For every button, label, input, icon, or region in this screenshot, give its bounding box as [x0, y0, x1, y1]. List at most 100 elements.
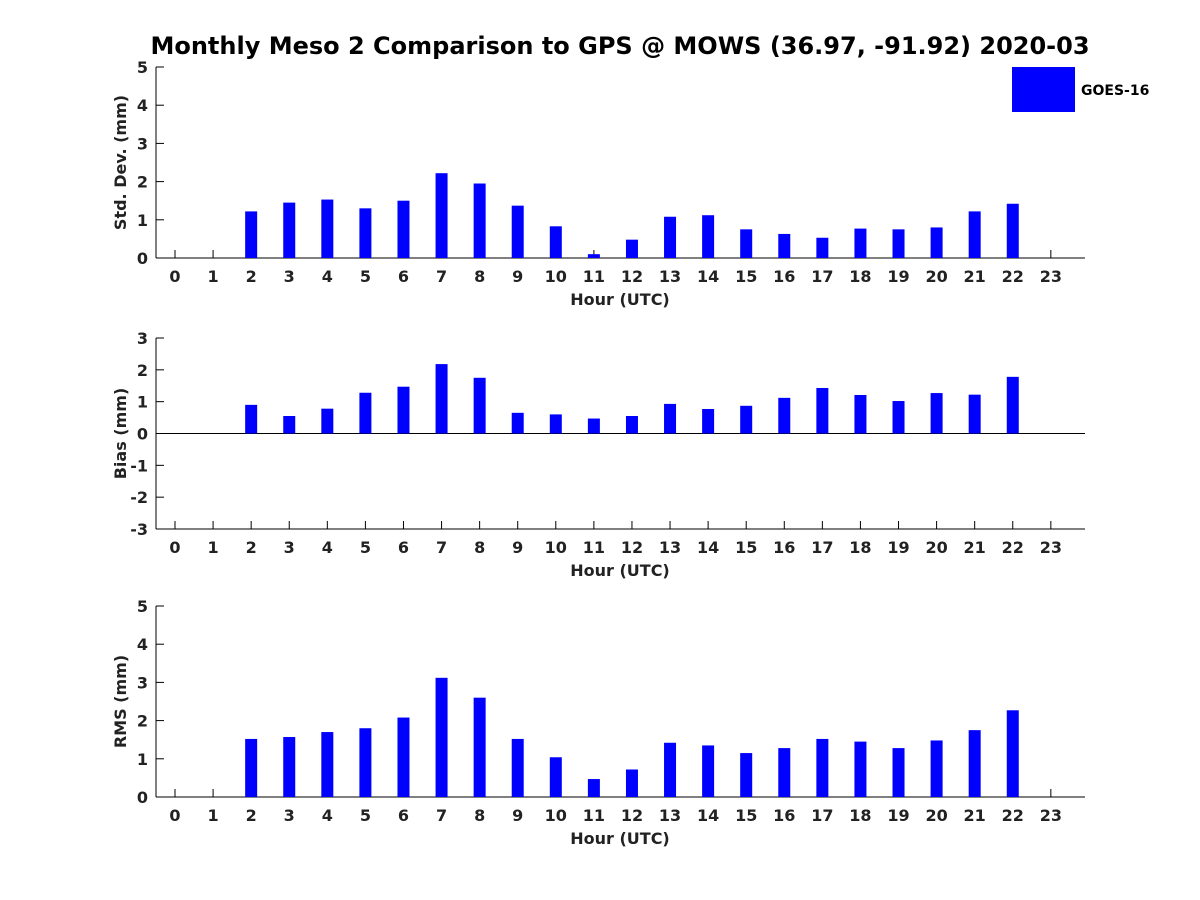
bar-hour-9: [511, 738, 524, 797]
x-tick-label: 8: [474, 806, 485, 825]
x-tick-label: 17: [811, 538, 833, 557]
x-tick-label: 11: [583, 267, 605, 286]
x-tick-label: 12: [621, 538, 643, 557]
legend-swatch: [1012, 67, 1075, 112]
bar-hour-9: [511, 205, 524, 258]
x-tick-label: 10: [545, 267, 567, 286]
x-tick-label: 23: [1040, 806, 1062, 825]
y-tick-label: -2: [130, 488, 148, 507]
y-tick-label: 0: [137, 249, 148, 268]
x-tick-label: 22: [1002, 538, 1024, 557]
x-tick-label: 2: [246, 538, 257, 557]
x-tick-label: 9: [512, 538, 523, 557]
bar-hour-4: [321, 199, 334, 258]
y-tick-label: 1: [137, 211, 148, 230]
bar-hour-5: [359, 728, 372, 797]
x-tick-label: 0: [169, 538, 180, 557]
bar-hour-7: [435, 173, 448, 258]
bar-hour-17: [816, 387, 829, 434]
bar-hour-8: [473, 697, 486, 797]
bar-hour-11: [587, 779, 600, 797]
y-tick-label: 4: [137, 96, 148, 115]
x-tick-label: 20: [925, 806, 947, 825]
y-tick-label: 4: [137, 635, 148, 654]
legend: GOES-16: [1012, 67, 1149, 112]
x-tick-label: 0: [169, 806, 180, 825]
x-tick-label: 23: [1040, 267, 1062, 286]
bar-hour-7: [435, 677, 448, 797]
bar-hour-10: [549, 226, 562, 258]
bar-hour-14: [702, 408, 715, 434]
x-tick-label: 14: [697, 806, 719, 825]
x-tick-label: 1: [208, 538, 219, 557]
bar-hour-11: [587, 418, 600, 434]
x-tick-label: 7: [436, 267, 447, 286]
x-tick-label: 16: [773, 806, 795, 825]
x-tick-label: 14: [697, 538, 719, 557]
bar-hour-8: [473, 183, 486, 258]
bar-hour-18: [854, 394, 867, 434]
bar-hour-7: [435, 364, 448, 434]
x-axis-label: Hour (UTC): [570, 829, 670, 848]
x-tick-label: 11: [583, 806, 605, 825]
y-tick-label: 3: [137, 673, 148, 692]
x-tick-label: 21: [964, 806, 986, 825]
bar-hour-10: [549, 414, 562, 434]
x-tick-label: 0: [169, 267, 180, 286]
chart-title: Monthly Meso 2 Comparison to GPS @ MOWS …: [150, 32, 1089, 60]
bar-hour-15: [740, 229, 753, 258]
bar-hour-17: [816, 738, 829, 797]
bar-hour-19: [892, 748, 905, 797]
bar-hour-11: [587, 254, 600, 258]
x-tick-label: 15: [735, 806, 757, 825]
x-tick-label: 3: [284, 806, 295, 825]
bar-hour-13: [664, 216, 677, 258]
x-tick-label: 21: [964, 267, 986, 286]
bar-hour-20: [930, 740, 943, 797]
bar-hour-20: [930, 227, 943, 258]
x-tick-label: 13: [659, 267, 681, 286]
bar-hour-3: [283, 415, 296, 434]
bar-hour-22: [1006, 203, 1019, 258]
y-tick-label: 2: [137, 361, 148, 380]
bar-hour-19: [892, 229, 905, 258]
y-tick-label: 2: [137, 712, 148, 731]
x-tick-label: 6: [398, 806, 409, 825]
bar-hour-10: [549, 757, 562, 797]
y-tick-label: 5: [137, 597, 148, 616]
bar-hour-21: [968, 394, 981, 434]
bar-hour-15: [740, 405, 753, 434]
x-tick-label: 18: [849, 538, 871, 557]
bar-hour-16: [778, 397, 791, 434]
legend-label: GOES-16: [1081, 83, 1149, 99]
x-tick-label: 6: [398, 538, 409, 557]
x-tick-label: 23: [1040, 538, 1062, 557]
bar-hour-2: [245, 211, 258, 258]
bar-hour-8: [473, 377, 486, 434]
x-tick-label: 22: [1002, 267, 1024, 286]
x-tick-label: 9: [512, 267, 523, 286]
bar-hour-12: [625, 769, 638, 797]
x-tick-label: 4: [322, 806, 333, 825]
bar-hour-6: [397, 717, 410, 797]
bar-hour-14: [702, 215, 715, 258]
bar-hour-22: [1006, 376, 1019, 434]
bar-hour-19: [892, 401, 905, 434]
x-tick-label: 19: [887, 538, 909, 557]
y-tick-label: 2: [137, 173, 148, 192]
y-tick-label: 3: [137, 134, 148, 153]
bar-hour-16: [778, 233, 791, 258]
x-tick-label: 10: [545, 806, 567, 825]
bar-hour-9: [511, 412, 524, 434]
bar-hour-5: [359, 208, 372, 258]
y-axis-label: RMS (mm): [111, 655, 130, 748]
y-tick-label: -1: [130, 456, 148, 475]
bar-hour-18: [854, 228, 867, 258]
x-tick-label: 16: [773, 538, 795, 557]
bar-hour-18: [854, 741, 867, 797]
